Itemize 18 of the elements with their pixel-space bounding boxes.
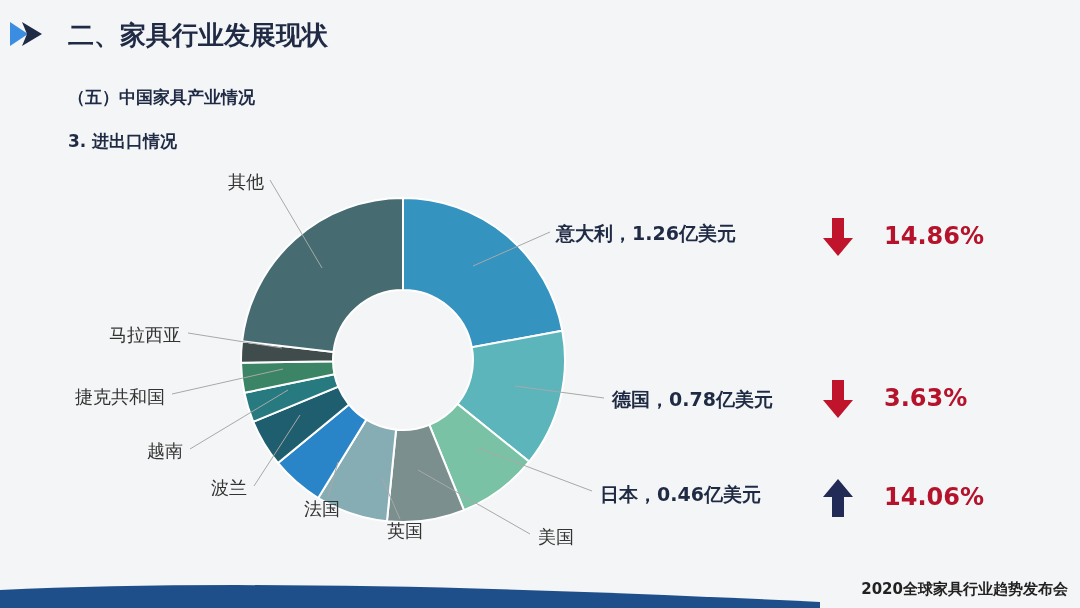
slice-label: 越南 xyxy=(147,440,183,461)
slice-label: 捷克共和国 xyxy=(75,386,165,407)
slice-label: 美国 xyxy=(538,526,574,547)
text: 3.63% xyxy=(884,384,968,412)
slice-label: 其他 xyxy=(228,171,264,192)
text: 14.06% xyxy=(884,483,984,511)
slice-label: 意大利，1.26亿美元 xyxy=(555,222,736,244)
slice-label: 马拉西亚 xyxy=(109,324,181,345)
text: 2020全球家具行业趋势发布会 xyxy=(861,580,1068,599)
slice-label: 德国，0.78亿美元 xyxy=(611,388,773,410)
slice-label: 英国 xyxy=(387,520,423,541)
chart-subtitle: （五）中国家具产业情况 xyxy=(68,86,255,109)
slice-label: 法国 xyxy=(304,498,340,519)
chart-title: 二、家具行业发展现状 xyxy=(68,19,328,52)
slice-label: 日本，0.46亿美元 xyxy=(600,483,761,505)
text: 14.86% xyxy=(884,222,984,250)
text: 3. 进出口情况 xyxy=(68,130,178,153)
slice-label: 波兰 xyxy=(211,477,247,498)
